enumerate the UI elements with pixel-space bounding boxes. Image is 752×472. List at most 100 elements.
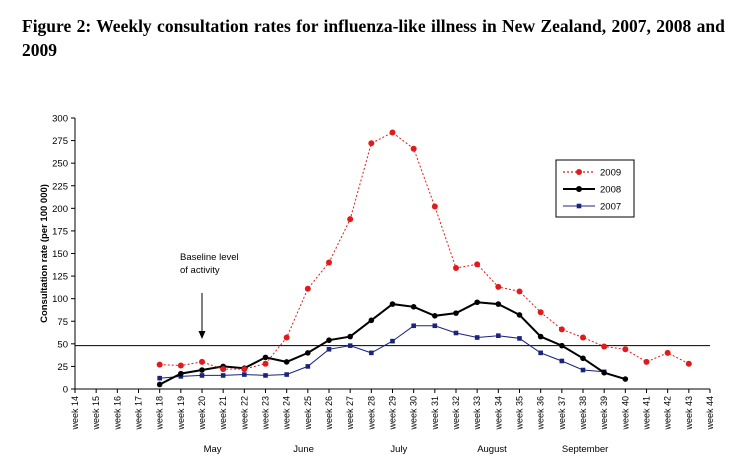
chart-plot-area: Baseline level of activity [75,129,710,388]
data-point-2007 [242,372,247,377]
x-tick-label: week 27 [345,396,355,431]
data-point-2008 [453,310,459,316]
data-point-2008 [262,354,269,361]
data-point-2009 [474,261,481,268]
x-tick-label: week 14 [70,396,80,431]
y-tick-label: 50 [57,339,68,350]
data-point-2007 [517,336,522,341]
x-tick-label: week 31 [430,396,440,431]
month-label: July [390,444,407,455]
data-point-2007 [369,350,374,356]
data-point-2009 [495,283,502,290]
y-tick-label: 200 [52,204,68,215]
x-tick-label: week 20 [197,396,207,431]
y-tick-label: 250 [52,159,68,170]
y-tick-label: 175 [52,226,68,237]
data-point-2009 [156,361,163,368]
data-point-2009 [453,264,459,271]
x-tick-label: week 19 [176,396,186,431]
x-tick-label: week 40 [620,396,630,431]
data-point-2008 [580,355,586,362]
month-label: August [477,444,507,455]
x-tick-label: week 44 [705,396,715,431]
data-point-2007 [432,323,438,329]
chart-legend: 2009 2008 2007 [555,159,635,218]
data-point-2009 [368,140,375,147]
data-point-2007 [496,333,501,339]
y-tick-label: 225 [52,181,68,192]
series-line-2009 [159,131,690,370]
data-point-2009 [431,203,438,210]
data-point-2009 [537,309,544,316]
data-point-2009 [601,343,608,350]
chart-axes: 0 25 50 75 100 125 150 175 200 225 250 275 300 Consul… [39,114,715,456]
x-tick-label: week 33 [472,396,482,431]
data-point-2009 [664,349,671,356]
data-point-2007 [157,375,162,381]
data-point-2007 [263,373,268,378]
x-tick-label: week 32 [451,396,461,431]
data-point-2008 [156,381,163,388]
x-tick-label: week 21 [218,396,228,431]
figure-title: Figure 2: Weekly consultation rates for … [22,16,725,60]
x-tick-label: week 23 [261,396,271,431]
data-point-2009 [516,288,523,295]
x-tick-label: week 18 [155,396,165,431]
data-point-2009 [304,285,311,292]
x-tick-label: week 41 [642,396,652,431]
data-point-2008 [495,301,502,307]
y-tick-label: 25 [57,362,68,373]
x-tick-label: week 17 [134,396,144,431]
data-point-2008 [389,301,396,307]
data-point-2008 [622,376,629,382]
data-point-2007 [580,367,586,373]
legend-swatch-marker [576,169,582,175]
legend-swatch-marker [576,203,582,209]
x-tick-label: week 26 [324,396,334,431]
data-point-2008 [178,370,184,377]
data-point-2008 [410,303,417,310]
x-tick-label: week 37 [557,396,567,431]
x-tick-label: week 38 [578,396,588,431]
data-point-2009 [177,362,184,369]
data-point-2008 [326,337,332,344]
x-tick-label: week 39 [599,396,609,431]
data-point-2009 [389,129,396,136]
data-point-2007 [284,372,289,377]
baseline-label-line2: of activity [180,265,220,276]
data-point-2009 [241,366,248,373]
data-point-2009 [220,366,227,373]
month-label: September [562,444,608,455]
data-point-2007 [538,350,543,356]
x-tick-label: week 25 [303,396,313,431]
data-point-2009 [199,358,205,365]
data-point-2007 [474,335,480,340]
data-point-2009 [326,259,332,266]
legend-label: 2007 [600,202,621,213]
legend-swatch-marker [576,186,582,192]
x-tick-label: week 35 [515,396,525,431]
data-point-2009 [410,145,417,152]
data-point-2009 [685,360,692,367]
data-point-2009 [558,326,565,333]
series-line-2007 [159,325,605,379]
data-point-2009 [622,346,629,353]
x-tick-label: week 36 [536,396,546,431]
data-point-2007 [305,364,311,369]
x-tick-label: week 30 [409,396,419,431]
y-tick-label: 0 [63,385,68,396]
month-label: May [204,444,222,455]
y-tick-label: 75 [57,317,68,328]
x-tick-label: week 42 [663,396,673,431]
data-point-2008 [347,333,353,340]
data-point-2007 [411,323,416,329]
baseline-label-line1: Baseline level [180,252,239,263]
data-point-2007 [390,338,395,344]
y-tick-label: 150 [52,249,68,260]
data-point-2008 [199,367,205,373]
data-point-2009 [283,334,290,341]
y-tick-label: 100 [52,294,68,305]
data-point-2008 [601,369,607,376]
legend-label: 2008 [600,185,621,196]
